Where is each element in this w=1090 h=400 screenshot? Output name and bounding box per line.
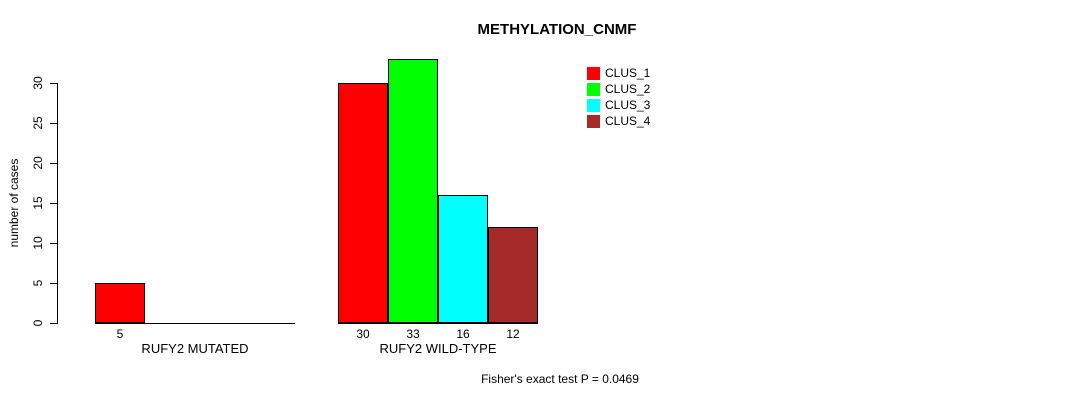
y-tick-label: 15 [31, 196, 45, 210]
bar-value-label: 12 [506, 327, 520, 341]
legend-label: CLUS_1 [605, 66, 651, 80]
group-baseline [95, 323, 295, 324]
bar-value-label: 30 [356, 327, 370, 341]
legend-row: CLUS_3 [587, 97, 650, 113]
legend-label: CLUS_4 [605, 114, 651, 128]
y-axis-line [57, 83, 58, 324]
y-tick [50, 163, 57, 164]
bar-clus_2 [388, 59, 438, 323]
legend-label: CLUS_2 [605, 82, 651, 96]
y-tick [50, 283, 57, 284]
y-tick-label: 30 [31, 76, 45, 90]
legend-row: CLUS_4 [587, 113, 650, 129]
legend-row: CLUS_2 [587, 81, 650, 97]
legend-row: CLUS_1 [587, 65, 650, 81]
y-tick-label: 5 [31, 279, 45, 287]
y-tick [50, 323, 57, 324]
bar-value-label: 33 [406, 327, 420, 341]
y-tick [50, 83, 57, 84]
bar-clus_3 [438, 195, 488, 323]
fisher-test-annotation: Fisher's exact test P = 0.0469 [481, 372, 639, 386]
bar-clus_4 [488, 227, 538, 323]
y-axis-label: number of cases [7, 158, 21, 248]
legend-swatch-clus_4 [587, 114, 600, 128]
bar-value-label: 5 [116, 327, 124, 341]
y-tick [50, 203, 57, 204]
y-tick [50, 243, 57, 244]
y-tick [50, 123, 57, 124]
chart-title: METHYLATION_CNMF [477, 21, 637, 38]
group-label: RUFY2 WILD-TYPE [379, 341, 497, 356]
y-tick-label: 20 [31, 156, 45, 170]
bar-clus_1 [338, 83, 388, 323]
y-tick-label: 0 [31, 319, 45, 327]
y-tick-label: 25 [31, 116, 45, 130]
legend-label: CLUS_3 [605, 98, 651, 112]
group-baseline [338, 323, 538, 324]
legend-swatch-clus_1 [587, 66, 600, 80]
group-label: RUFY2 MUTATED [141, 341, 249, 356]
bar-value-label: 16 [456, 327, 470, 341]
legend-swatch-clus_3 [587, 98, 600, 112]
legend-swatch-clus_2 [587, 82, 600, 96]
legend: CLUS_1 CLUS_2 CLUS_3 CLUS_4 [587, 65, 650, 129]
bar-clus_1 [95, 283, 145, 323]
y-tick-label: 10 [31, 236, 45, 250]
